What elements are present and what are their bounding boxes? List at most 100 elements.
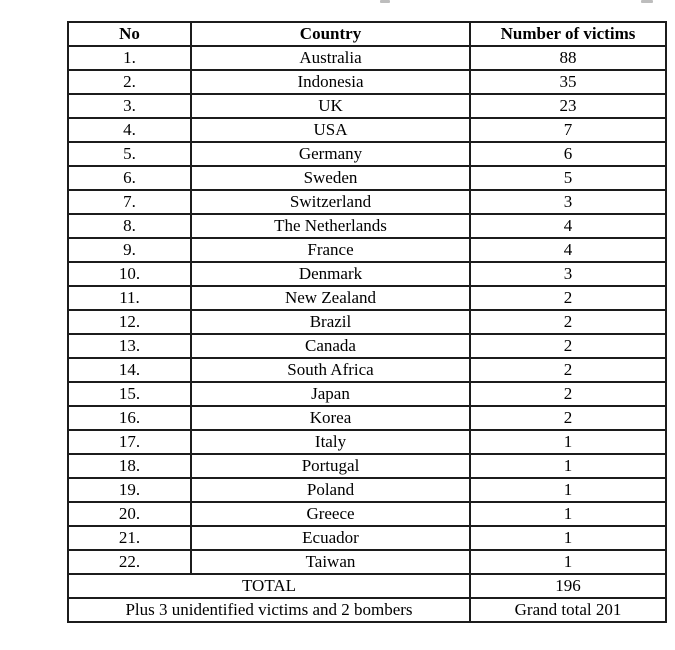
row-no: 19.	[67, 477, 192, 503]
row-country: Switzerland	[190, 189, 471, 215]
table-row: 15. Japan 2	[67, 381, 667, 407]
row-country: Ecuador	[190, 525, 471, 551]
row-country: Australia	[190, 45, 471, 71]
row-no: 21.	[67, 525, 192, 551]
row-victims: 5	[469, 165, 667, 191]
table-row: 12. Brazil 2	[67, 309, 667, 335]
table-row: 21. Ecuador 1	[67, 525, 667, 551]
row-victims: 1	[469, 429, 667, 455]
table-row: 16. Korea 2	[67, 405, 667, 431]
row-no: 11.	[67, 285, 192, 311]
row-country: South Africa	[190, 357, 471, 383]
cropped-text-fragment	[380, 0, 390, 3]
row-country: UK	[190, 93, 471, 119]
row-no: 22.	[67, 549, 192, 575]
row-no: 8.	[67, 213, 192, 239]
row-no: 4.	[67, 117, 192, 143]
row-no: 7.	[67, 189, 192, 215]
row-no: 16.	[67, 405, 192, 431]
row-country: Korea	[190, 405, 471, 431]
row-country: USA	[190, 117, 471, 143]
row-country: Sweden	[190, 165, 471, 191]
row-victims: 3	[469, 189, 667, 215]
table-row: 3. UK 23	[67, 93, 667, 119]
row-country: Italy	[190, 429, 471, 455]
table-row: 10. Denmark 3	[67, 261, 667, 287]
victims-by-country-table: No Country Number of victims 1. Australi…	[67, 21, 667, 623]
row-victims: 1	[469, 549, 667, 575]
table-row: 13. Canada 2	[67, 333, 667, 359]
row-no: 14.	[67, 357, 192, 383]
table-row: 6. Sweden 5	[67, 165, 667, 191]
table-row: 22. Taiwan 1	[67, 549, 667, 575]
row-no: 5.	[67, 141, 192, 167]
table-row: 17. Italy 1	[67, 429, 667, 455]
row-victims: 1	[469, 477, 667, 503]
row-no: 15.	[67, 381, 192, 407]
header-country: Country	[190, 21, 471, 47]
row-victims: 2	[469, 333, 667, 359]
table-row: 19. Poland 1	[67, 477, 667, 503]
row-victims: 2	[469, 309, 667, 335]
total-row: TOTAL 196	[67, 573, 667, 599]
row-no: 12.	[67, 309, 192, 335]
table-row: 14. South Africa 2	[67, 357, 667, 383]
footer-row: Plus 3 unidentified victims and 2 bomber…	[67, 597, 667, 623]
row-country: Denmark	[190, 261, 471, 287]
table-row: 4. USA 7	[67, 117, 667, 143]
row-victims: 4	[469, 213, 667, 239]
table-summary: TOTAL 196 Plus 3 unidentified victims an…	[67, 573, 667, 623]
table-body: 1. Australia 88 2. Indonesia 35 3. UK 23…	[67, 45, 667, 575]
table-row: 9. France 4	[67, 237, 667, 263]
row-victims: 23	[469, 93, 667, 119]
total-label: TOTAL	[67, 573, 471, 599]
table-row: 2. Indonesia 35	[67, 69, 667, 95]
row-victims: 2	[469, 405, 667, 431]
table-row: 7. Switzerland 3	[67, 189, 667, 215]
row-victims: 35	[469, 69, 667, 95]
row-no: 18.	[67, 453, 192, 479]
row-country: Portugal	[190, 453, 471, 479]
row-victims: 1	[469, 525, 667, 551]
table-row: 1. Australia 88	[67, 45, 667, 71]
row-victims: 6	[469, 141, 667, 167]
table-row: 18. Portugal 1	[67, 453, 667, 479]
row-no: 1.	[67, 45, 192, 71]
row-victims: 2	[469, 357, 667, 383]
header-no: No	[67, 21, 192, 47]
row-country: Greece	[190, 501, 471, 527]
row-country: Germany	[190, 141, 471, 167]
table-row: 5. Germany 6	[67, 141, 667, 167]
row-victims: 88	[469, 45, 667, 71]
row-victims: 2	[469, 381, 667, 407]
row-country: The Netherlands	[190, 213, 471, 239]
row-victims: 2	[469, 285, 667, 311]
row-no: 10.	[67, 261, 192, 287]
row-victims: 7	[469, 117, 667, 143]
row-country: France	[190, 237, 471, 263]
table-row: 8. The Netherlands 4	[67, 213, 667, 239]
row-country: Japan	[190, 381, 471, 407]
header-row: No Country Number of victims	[67, 21, 667, 47]
table-row: 20. Greece 1	[67, 501, 667, 527]
footer-label: Plus 3 unidentified victims and 2 bomber…	[67, 597, 471, 623]
row-country: Indonesia	[190, 69, 471, 95]
table-row: 11. New Zealand 2	[67, 285, 667, 311]
row-country: New Zealand	[190, 285, 471, 311]
footer-value: Grand total 201	[469, 597, 667, 623]
row-victims: 4	[469, 237, 667, 263]
header-number-of-victims: Number of victims	[469, 21, 667, 47]
row-no: 17.	[67, 429, 192, 455]
row-country: Brazil	[190, 309, 471, 335]
row-country: Poland	[190, 477, 471, 503]
row-no: 6.	[67, 165, 192, 191]
row-no: 2.	[67, 69, 192, 95]
total-value: 196	[469, 573, 667, 599]
row-victims: 1	[469, 501, 667, 527]
row-no: 13.	[67, 333, 192, 359]
row-no: 20.	[67, 501, 192, 527]
row-no: 9.	[67, 237, 192, 263]
row-victims: 3	[469, 261, 667, 287]
row-country: Canada	[190, 333, 471, 359]
